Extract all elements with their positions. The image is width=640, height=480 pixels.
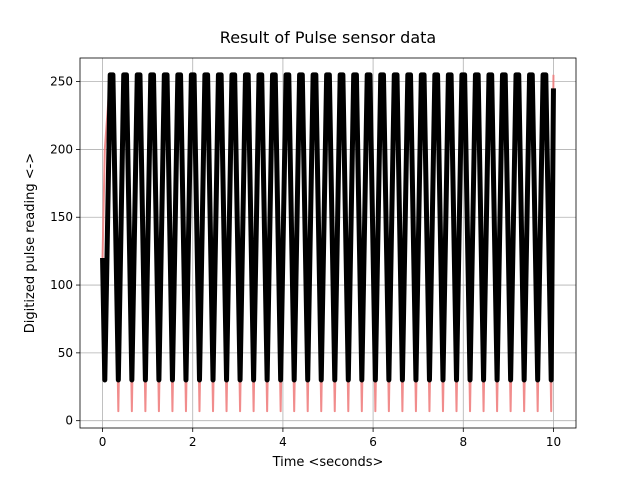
x-axis-label: Time <seconds> xyxy=(272,455,384,470)
x-tick-label: 2 xyxy=(189,435,197,449)
x-tick-label: 8 xyxy=(459,435,467,449)
y-tick-label: 50 xyxy=(58,346,73,360)
line-series xyxy=(100,72,556,383)
chart-title: Result of Pulse sensor data xyxy=(220,28,436,47)
y-tick-label: 0 xyxy=(65,414,73,428)
x-tick-label: 0 xyxy=(99,435,107,449)
y-tick-label: 250 xyxy=(50,75,73,89)
axes-frame xyxy=(79,57,577,429)
y-tick-label: 150 xyxy=(50,210,73,224)
x-tick-label: 6 xyxy=(369,435,377,449)
y-axis-label: Digitized pulse reading <-> xyxy=(23,153,38,333)
x-tick-label: 4 xyxy=(279,435,287,449)
y-tick-label: 200 xyxy=(50,142,73,156)
y-tick-label: 100 xyxy=(50,278,73,292)
x-tick-label: 10 xyxy=(546,435,561,449)
